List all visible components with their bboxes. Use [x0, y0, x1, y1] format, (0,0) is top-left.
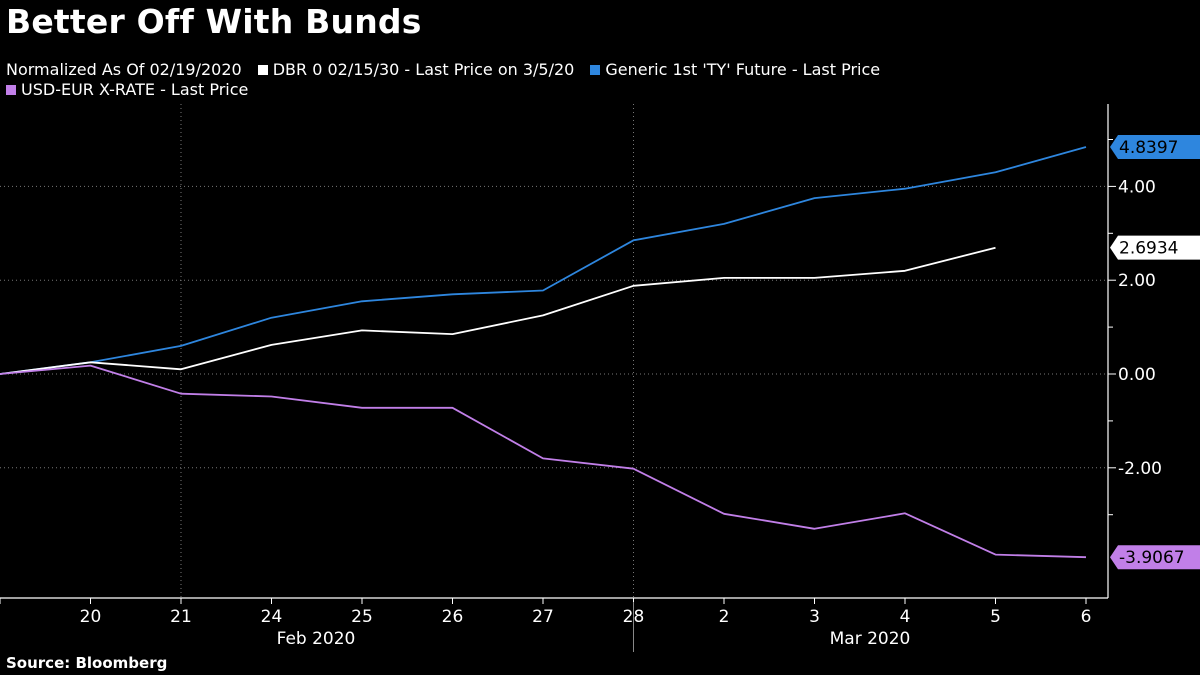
- legend: Normalized As Of 02/19/2020 DBR 0 02/15/…: [6, 60, 1106, 100]
- end-label-text-1: 2.6934: [1119, 239, 1178, 259]
- legend-swatch-usd-eur: [6, 85, 16, 95]
- legend-swatch-ty-future: [590, 65, 601, 75]
- legend-swatch-dbr: [257, 65, 268, 75]
- end-label-flag-1: [1110, 235, 1200, 260]
- legend-item-dbr: DBR 0 02/15/30 - Last Price on 3/5/20: [257, 60, 575, 80]
- x-tick-label: 2: [719, 607, 730, 627]
- legend-label-usd-eur: USD-EUR X-RATE - Last Price: [21, 80, 249, 99]
- x-tick-label: 20: [80, 607, 102, 627]
- x-tick-label: 3: [809, 607, 820, 627]
- end-label-flag-2: [1110, 545, 1200, 570]
- series-line-0: [0, 146, 1087, 375]
- y-tick-label: 4.00: [1118, 177, 1156, 197]
- chart-title: Better Off With Bunds: [6, 2, 422, 41]
- x-tick-label: 6: [1081, 607, 1092, 627]
- x-tick-label: 25: [351, 607, 373, 627]
- y-tick-label: 2.00: [1118, 271, 1156, 291]
- end-label-text-0: 4.8397: [1119, 138, 1178, 158]
- x-tick-label: 24: [261, 607, 283, 627]
- x-tick-label: 5: [990, 607, 1001, 627]
- legend-normalized-note: Normalized As Of 02/19/2020: [6, 60, 242, 80]
- month-label-mar: Mar 2020: [830, 629, 911, 649]
- x-tick-label: 26: [442, 607, 464, 627]
- legend-normalized-note-text: Normalized As Of 02/19/2020: [6, 60, 242, 79]
- legend-item-ty-future: Generic 1st 'TY' Future - Last Price: [590, 60, 880, 80]
- legend-label-ty-future: Generic 1st 'TY' Future - Last Price: [605, 60, 881, 79]
- end-label-flag-0: [1110, 135, 1200, 160]
- source-note: Source: Bloomberg: [6, 654, 168, 672]
- x-tick-label: 21: [170, 607, 192, 627]
- x-tick-label: 4: [900, 607, 911, 627]
- series-line-1: [0, 246, 996, 375]
- legend-label-dbr: DBR 0 02/15/30 - Last Price on 3/5/20: [272, 60, 575, 79]
- month-label-feb: Feb 2020: [277, 629, 356, 649]
- end-label-text-2: -3.9067: [1119, 548, 1185, 568]
- legend-item-usd-eur: USD-EUR X-RATE - Last Price: [6, 80, 248, 100]
- y-tick-label: -2.00: [1118, 459, 1162, 479]
- y-tick-label: 0.00: [1118, 365, 1156, 385]
- x-tick-label: 27: [532, 607, 554, 627]
- series-line-2: [0, 364, 1087, 559]
